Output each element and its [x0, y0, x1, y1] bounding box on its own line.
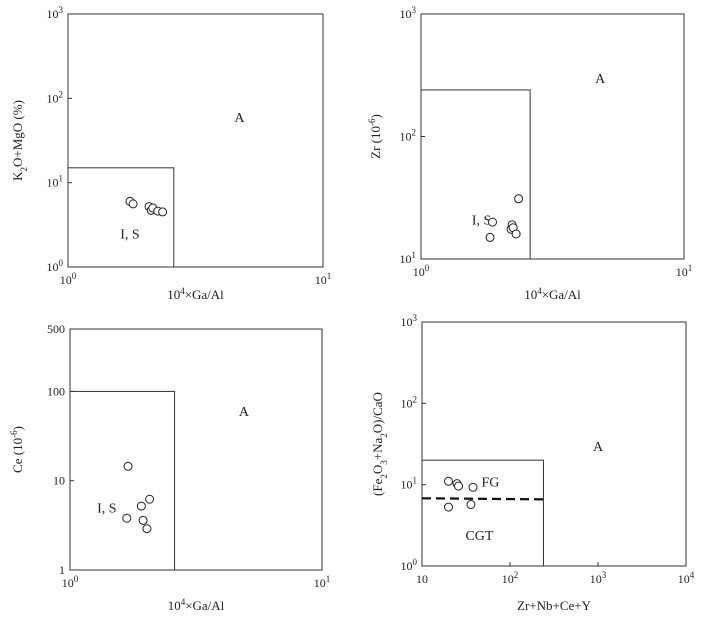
sample-point: [136, 501, 146, 511]
y-axis-label: K2O+MgO (%): [10, 100, 29, 181]
field-label: FG: [482, 475, 500, 490]
y-tick-label: 100: [47, 258, 64, 274]
y-tick-label: 101: [401, 476, 418, 492]
field-label: CGT: [465, 529, 493, 544]
sample-point: [128, 199, 138, 209]
field-boundary: [69, 390, 176, 571]
plot-frame: [421, 321, 687, 567]
fg-cgt-boundary: [421, 497, 544, 501]
y-tick-label: 101: [400, 250, 417, 266]
y-tick-label: 103: [401, 313, 418, 329]
x-tick-label: 100: [413, 263, 430, 279]
sample-point: [158, 207, 168, 217]
y-tick-label: 1: [59, 563, 65, 577]
sample-point: [487, 217, 497, 227]
sample-point: [443, 476, 453, 486]
x-axis-label: Zr+Nb+Ce+Y: [517, 598, 592, 613]
x-tick-label: 103: [590, 570, 607, 586]
plot-frame: [67, 13, 324, 268]
sample-point: [123, 461, 133, 471]
field-label: A: [234, 111, 245, 126]
sample-point: [443, 502, 453, 512]
y-tick-label: 102: [401, 394, 418, 410]
x-tick-label: 101: [314, 574, 331, 590]
y-tick-label: 100: [47, 384, 65, 398]
sample-point: [145, 494, 155, 504]
y-axis-label: Ce (10-6): [9, 426, 25, 473]
y-tick-label: 10: [53, 474, 65, 488]
x-axis-label: 104×Ga/Al: [168, 597, 225, 613]
x-tick-label: 100: [60, 271, 77, 287]
x-tick-label: 101: [315, 271, 332, 287]
x-axis-label: 104×Ga/Al: [167, 286, 224, 302]
field-label: A: [239, 405, 250, 420]
sample-point: [468, 482, 478, 492]
field-boundary: [420, 89, 531, 260]
field-label: I, S: [97, 502, 116, 517]
y-tick-label: 101: [47, 174, 64, 190]
y-axis-label: Zr (10-6): [367, 114, 383, 159]
sample-point: [466, 500, 476, 510]
field-label: I, S: [120, 227, 139, 242]
y-tick-label: 103: [400, 5, 417, 21]
y-tick-label: 103: [47, 5, 64, 21]
field-boundary: [67, 167, 175, 268]
x-tick-label: 104: [678, 570, 695, 586]
field-label: I, S: [472, 214, 491, 229]
chart-panel-4: 10 102 103 104 100 101 102 103 Zr+Nb+Ce+Y (Fe2O3+…: [370, 313, 695, 613]
sample-point: [485, 232, 495, 242]
x-tick-label: 10: [416, 572, 428, 586]
field-label: A: [593, 440, 604, 455]
sample-point: [514, 194, 524, 204]
y-tick-label: 500: [47, 322, 65, 336]
sample-point: [454, 481, 464, 491]
plot-frame: [420, 13, 685, 260]
x-tick-label: 101: [676, 263, 693, 279]
field-boundary: [421, 459, 544, 567]
y-tick-label: 102: [47, 89, 64, 105]
y-axis-label: (Fe2O3+Na2O)/CaO: [370, 392, 389, 496]
y-tick-label: 102: [400, 128, 417, 144]
sample-point: [511, 229, 521, 239]
sample-point: [142, 524, 152, 534]
y-tick-label: 100: [401, 557, 418, 573]
x-tick-label: 102: [502, 570, 519, 586]
sample-point: [122, 513, 132, 523]
field-label: A: [595, 72, 606, 87]
plot-frame: [69, 328, 323, 571]
x-axis-label: 104×Ga/Al: [524, 286, 581, 302]
chart-panel-1: 100 101 100 101 102 103 104×Ga/Al K2O+MgO (%) I,…: [10, 5, 331, 302]
sample-point: [138, 515, 148, 525]
